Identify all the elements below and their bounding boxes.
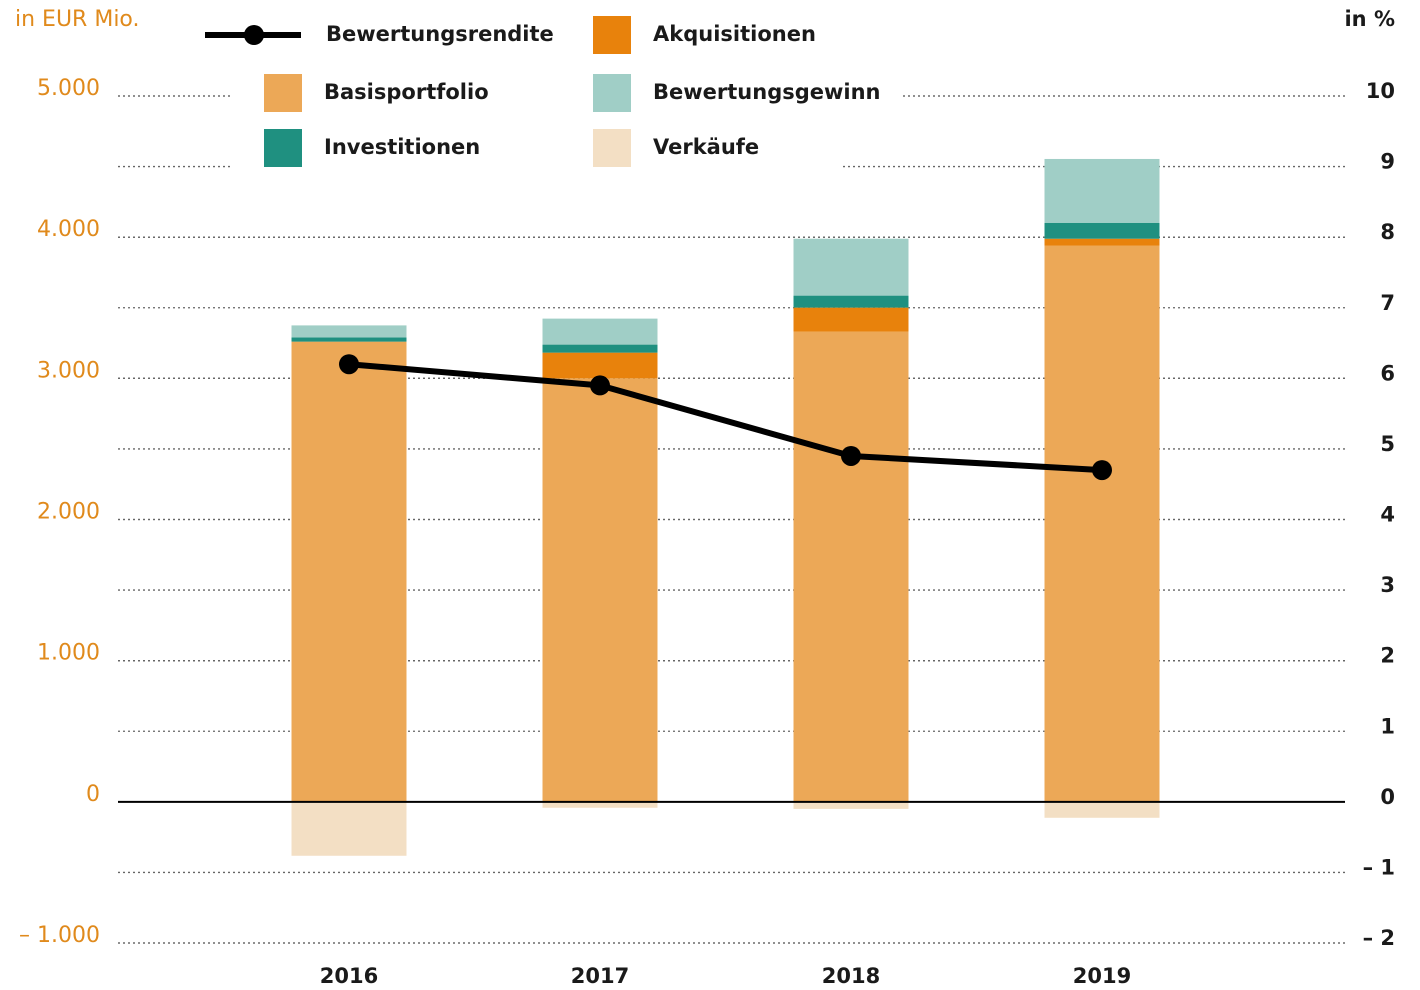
legend-swatch <box>593 16 631 54</box>
y2-tick-label: 2 <box>1380 644 1395 668</box>
y-axis-title: in EUR Mio. <box>15 7 140 32</box>
x-tick-label: 2018 <box>822 964 880 988</box>
line-point <box>590 375 610 396</box>
bar-segment <box>1044 222 1160 239</box>
bar-segment <box>542 801 658 808</box>
y-tick-label: 4.000 <box>37 217 100 242</box>
legend-swatch <box>264 74 302 112</box>
bar-segment <box>542 318 658 345</box>
x-tick-label: 2016 <box>320 964 378 988</box>
y2-tick-label: 0 <box>1380 785 1395 809</box>
line <box>348 361 1103 474</box>
legend-label: Bewertungsgewinn <box>653 80 881 104</box>
y2-tick-label: 10 <box>1366 79 1395 103</box>
bar-segment <box>542 378 658 802</box>
bar-segment <box>542 352 658 379</box>
bar-segment <box>291 341 407 802</box>
legend-background <box>232 130 842 175</box>
y2-tick-label: 5 <box>1380 432 1395 456</box>
legend-label: Investitionen <box>324 135 480 159</box>
legend-marker <box>244 25 264 45</box>
legend-background <box>232 60 900 130</box>
bar-segment <box>793 238 909 296</box>
y2-tick-label: 9 <box>1380 150 1395 174</box>
y2-tick-label: 4 <box>1380 503 1395 527</box>
y2-tick-label: 1 <box>1380 714 1395 738</box>
bar-segment <box>1044 238 1160 246</box>
y-tick-label: – 1.000 <box>19 923 100 948</box>
bar-segment <box>793 295 909 308</box>
legend-label: Basisportfolio <box>324 80 489 104</box>
bar-segment <box>793 801 909 809</box>
y2-tick-label: – 1 <box>1363 855 1395 879</box>
bar-segment <box>1044 158 1160 223</box>
x-tick-label: 2017 <box>571 964 629 988</box>
x-tick-label: 2019 <box>1073 964 1131 988</box>
legend-swatch <box>593 129 631 167</box>
bar-segment <box>542 344 658 353</box>
legend-label: Akquisitionen <box>653 22 816 46</box>
legend-label: Bewertungsrendite <box>326 22 554 46</box>
y-tick-label: 3.000 <box>37 358 100 383</box>
line-point <box>339 354 359 375</box>
y2-tick-label: 8 <box>1380 220 1395 244</box>
bar-segment <box>291 337 407 342</box>
bar-segment <box>291 325 407 338</box>
line-point <box>841 445 861 466</box>
bar-segment <box>793 307 909 332</box>
legend-swatch <box>264 129 302 167</box>
y2-axis-title: in % <box>1344 7 1395 31</box>
bar-segment <box>291 801 407 856</box>
legend-swatch <box>593 74 631 112</box>
y-tick-label: 5.000 <box>37 76 100 101</box>
bar-segment <box>793 331 909 802</box>
bar-segment <box>1044 801 1160 818</box>
y-tick-label: 2.000 <box>37 500 100 525</box>
y2-tick-label: – 2 <box>1363 926 1395 950</box>
y-tick-label: 0 <box>86 782 100 807</box>
bar-segment <box>1044 245 1160 802</box>
legend-label: Verkäufe <box>653 135 759 159</box>
y2-tick-label: 3 <box>1380 573 1395 597</box>
y2-tick-label: 6 <box>1380 361 1395 385</box>
y-tick-label: 1.000 <box>37 641 100 666</box>
y2-tick-label: 7 <box>1380 291 1395 315</box>
line-point <box>1092 460 1112 481</box>
